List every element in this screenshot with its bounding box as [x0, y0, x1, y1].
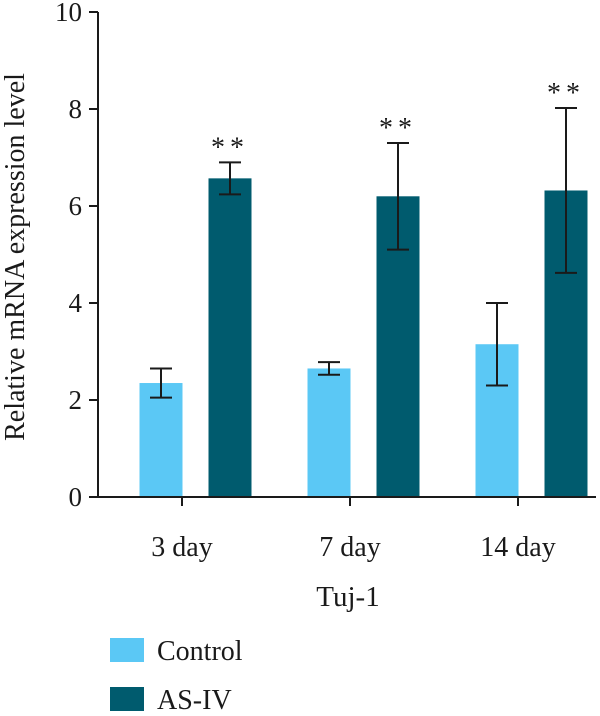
significance-marker: ** — [211, 132, 249, 163]
y-tick-label: 8 — [69, 94, 83, 124]
bar-as-iv — [208, 178, 252, 498]
y-tick-label: 2 — [69, 385, 83, 415]
bar-control — [139, 383, 183, 497]
y-axis: 0 2 4 6 8 10 — [55, 0, 99, 512]
x-tick-label: 7 day — [319, 532, 380, 563]
x-axis-label: Tuj-1 — [316, 581, 379, 613]
bar-control — [307, 368, 351, 497]
y-tick-label: 6 — [69, 191, 83, 221]
x-tick-label: 3 day — [151, 532, 212, 563]
y-axis-label: Relative mRNA expression level — [0, 73, 31, 441]
legend-label: AS-IV — [157, 685, 232, 716]
legend: Control AS-IV — [110, 636, 243, 716]
x-tick-label: 14 day — [480, 532, 555, 563]
legend-swatch-control — [110, 638, 144, 662]
legend-label: Control — [157, 636, 243, 667]
y-tick-label: 0 — [69, 482, 83, 512]
significance-marker: ** — [547, 78, 585, 109]
y-tick-label: 10 — [55, 0, 82, 27]
significance-marker: ** — [379, 113, 417, 144]
x-axis: 3 day 7 day 14 day — [98, 496, 596, 563]
bars: ** ** ** — [139, 78, 588, 498]
y-tick-label: 4 — [69, 288, 83, 318]
legend-swatch-as-iv — [110, 687, 144, 711]
